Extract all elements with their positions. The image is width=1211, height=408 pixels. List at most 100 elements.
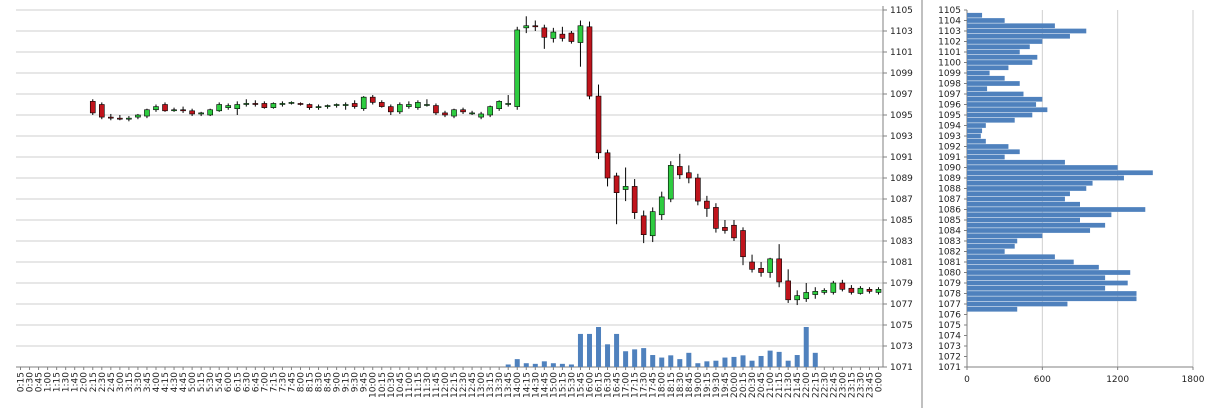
x-tick-label: 2:30	[98, 372, 108, 392]
profile-y-tick-label: 1073	[938, 342, 961, 352]
x-tick-label: 16:00	[585, 372, 595, 398]
volume-bar	[586, 333, 592, 367]
x-tick-label: 10:00	[369, 372, 379, 398]
candle-up	[830, 282, 837, 293]
x-tick-label: 15:15	[558, 372, 568, 398]
x-tick-label: 22:30	[820, 372, 830, 398]
x-tick-label: 0:45	[35, 372, 45, 392]
y-tick-label: 1101	[890, 48, 913, 58]
candle-down	[378, 102, 385, 107]
y-tick-label: 1081	[890, 258, 913, 268]
candle-up	[496, 101, 502, 109]
candle-up	[424, 104, 430, 106]
x-tick-label: 19:45	[721, 372, 731, 398]
candle-down	[541, 27, 548, 38]
x-tick-label: 6:00	[224, 372, 234, 392]
x-tick-label: 18:00	[658, 372, 668, 398]
profile-bar	[967, 212, 1112, 218]
profile-bar	[967, 75, 1005, 81]
y-tick-label: 1085	[890, 216, 913, 226]
volume-bar	[776, 351, 782, 367]
x-tick-label: 20:30	[748, 372, 758, 398]
profile-bar	[967, 233, 1043, 239]
x-tick-label: 17:15	[631, 372, 641, 398]
x-tick-label: 18:15	[667, 372, 677, 398]
x-tick-label: 3:00	[116, 372, 126, 392]
x-tick-label: 1:45	[71, 372, 81, 392]
x-tick-label: 16:15	[595, 372, 605, 398]
x-tick-label: 10:45	[396, 372, 406, 398]
candle-down	[866, 288, 873, 292]
candle-down	[433, 105, 439, 114]
profile-y-tick-label: 1098	[938, 80, 961, 90]
profile-bar	[967, 44, 1030, 50]
candle-down	[749, 261, 755, 270]
candle-down	[758, 267, 764, 273]
volume-bar	[749, 360, 755, 367]
y-tick-label: 1089	[890, 174, 913, 184]
x-tick-label: 2:00	[80, 372, 90, 392]
x-tick-label: 12:30	[459, 372, 469, 398]
profile-y-tick-label: 1091	[938, 153, 961, 163]
x-tick-label: 5:00	[188, 372, 198, 392]
x-tick-label: 11:15	[414, 372, 424, 398]
profile-y-tick-label: 1105	[938, 6, 961, 16]
candle-up	[270, 103, 277, 108]
candle-down	[89, 101, 96, 114]
profile-bar	[967, 28, 1087, 34]
candle-up	[875, 288, 882, 293]
x-tick-label: 14:00	[513, 372, 523, 398]
x-tick-label: 3:15	[125, 372, 135, 392]
volume-bar	[758, 355, 764, 367]
x-tick-label: 12:45	[468, 372, 478, 398]
volume-bar	[668, 355, 674, 367]
volume-bar	[550, 363, 556, 367]
profile-y-tick-label: 1092	[938, 143, 961, 153]
profile-y-tick-label: 1089	[938, 174, 961, 184]
candle-up	[216, 104, 223, 112]
profile-bar	[967, 238, 1018, 244]
candle-down	[297, 103, 304, 105]
profile-y-tick-label: 1102	[938, 38, 961, 48]
profile-bar	[967, 96, 1043, 102]
candle-up	[523, 25, 530, 29]
profile-y-tick-label: 1093	[938, 132, 961, 142]
profile-bar	[967, 159, 1065, 165]
volume-bar	[695, 363, 701, 367]
x-tick-label: 9:30	[351, 372, 361, 392]
volume-bar	[641, 348, 647, 367]
x-tick-label: 22:45	[829, 372, 839, 398]
profile-y-tick-label: 1079	[938, 279, 961, 289]
profile-bar	[967, 86, 988, 92]
volume-bar	[794, 355, 800, 367]
x-tick-label: 14:30	[531, 372, 541, 398]
x-tick-label: 4:00	[152, 372, 162, 392]
profile-bar	[967, 65, 1009, 71]
volume-bar	[568, 364, 574, 367]
volume-bar	[686, 352, 692, 367]
candle-up	[324, 105, 331, 107]
y-tick-label: 1073	[890, 342, 913, 352]
profile-bar	[967, 107, 1048, 113]
y-tick-label: 1071	[890, 363, 913, 373]
profile-bar	[967, 54, 1038, 60]
candle-down	[722, 227, 728, 231]
x-tick-label: 6:45	[251, 372, 261, 392]
profile-bar	[967, 275, 1106, 281]
candle-down	[839, 282, 846, 290]
x-tick-label: 14:15	[522, 372, 532, 398]
candle-down	[252, 103, 259, 105]
x-tick-label: 6:15	[233, 372, 243, 392]
x-tick-label: 19:30	[712, 372, 722, 398]
y-tick-label: 1077	[890, 300, 913, 310]
x-tick-label: 3:45	[143, 372, 153, 392]
profile-y-tick-label: 1094	[938, 122, 961, 132]
y-tick-label: 1091	[890, 153, 913, 163]
profile-bar	[967, 102, 1037, 107]
x-tick-label: 7:15	[269, 372, 279, 392]
candle-down	[98, 104, 105, 118]
volume-bar	[722, 357, 728, 367]
volume-bar	[650, 355, 656, 367]
x-tick-label: 16:45	[613, 372, 623, 398]
candle-down	[460, 109, 466, 113]
